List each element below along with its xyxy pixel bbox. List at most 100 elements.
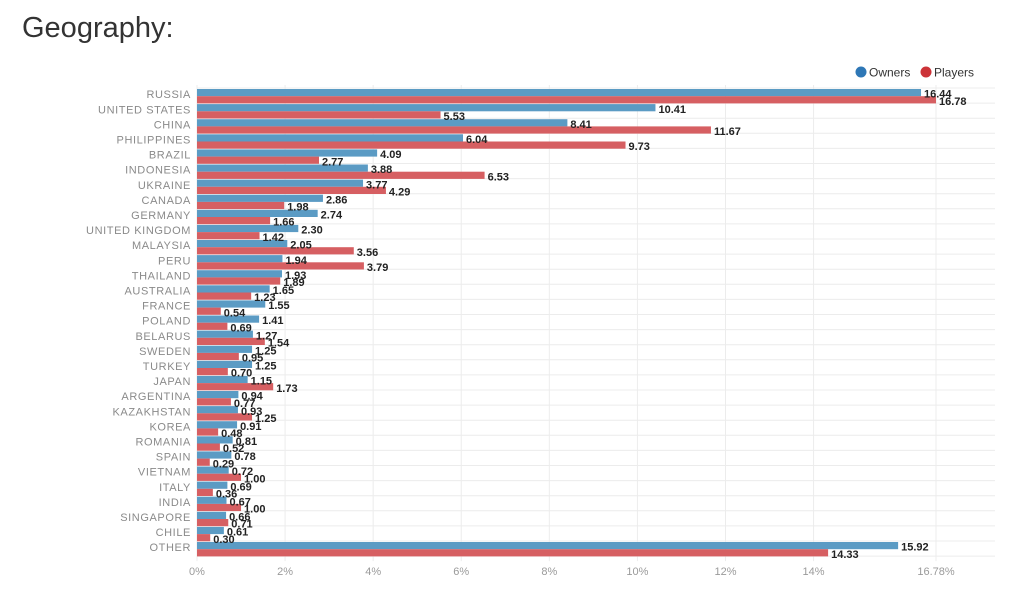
players-bar[interactable] (197, 337, 265, 345)
owners-bar[interactable] (197, 270, 282, 278)
owners-bar[interactable] (197, 255, 283, 263)
players-bar[interactable] (197, 156, 319, 164)
owners-bar[interactable] (197, 330, 253, 338)
owners-value-label: 2.86 (326, 194, 347, 206)
players-bar[interactable] (197, 549, 829, 557)
owners-bar[interactable] (197, 391, 239, 399)
owners-bar[interactable] (197, 526, 224, 535)
owners-bar[interactable] (197, 134, 464, 142)
owners-bar[interactable] (197, 511, 227, 519)
owners-value-label: 1.55 (268, 300, 289, 312)
players-bar[interactable] (197, 443, 220, 451)
category-label: AUSTRALIA (124, 286, 191, 298)
owners-bar[interactable] (197, 194, 323, 202)
owners-bar[interactable] (197, 375, 248, 384)
players-bar[interactable] (197, 171, 485, 179)
players-bar[interactable] (197, 428, 219, 436)
players-value-label: 0.54 (224, 307, 246, 319)
players-bar[interactable] (197, 368, 228, 376)
owners-bar[interactable] (197, 406, 238, 414)
category-label: FRANCE (142, 301, 191, 313)
owners-bar[interactable] (197, 436, 233, 444)
players-bar[interactable] (197, 111, 441, 119)
players-bar[interactable] (197, 247, 354, 255)
owners-bar[interactable] (197, 360, 253, 368)
players-bar[interactable] (197, 217, 271, 225)
players-value-label: 5.53 (444, 111, 465, 123)
category-label: ROMANIA (135, 437, 191, 449)
players-bar[interactable] (197, 126, 711, 134)
x-tick-label: 12% (714, 566, 736, 578)
players-bar[interactable] (197, 201, 285, 210)
legend-owners-label[interactable]: Owners (869, 66, 910, 80)
owners-bar[interactable] (197, 164, 368, 172)
players-bar[interactable] (197, 398, 231, 406)
owners-bar[interactable] (197, 451, 232, 459)
x-tick-label: 8% (541, 566, 557, 578)
owners-bar[interactable] (197, 421, 238, 429)
category-label: VIETNAM (138, 467, 191, 479)
category-label: ARGENTINA (121, 391, 191, 403)
players-bar[interactable] (197, 262, 364, 270)
players-bar[interactable] (197, 503, 242, 512)
owners-value-label: 8.41 (570, 119, 591, 131)
players-bar[interactable] (197, 534, 211, 542)
owners-bar[interactable] (197, 315, 260, 323)
owners-value-label: 2.05 (290, 240, 311, 252)
category-label: SWEDEN (139, 346, 191, 358)
owners-value-label: 6.04 (466, 134, 488, 146)
players-value-label: 0.71 (231, 519, 252, 531)
owners-bar[interactable] (197, 481, 228, 489)
owners-bar[interactable] (197, 300, 266, 308)
category-label: UNITED STATES (98, 104, 191, 116)
players-bar[interactable] (197, 292, 252, 300)
players-bar[interactable] (197, 277, 281, 285)
legend-owners-marker[interactable] (855, 66, 867, 78)
players-bar[interactable] (197, 96, 936, 104)
owners-bar[interactable] (197, 104, 656, 112)
owners-value-label: 16.44 (924, 89, 952, 101)
players-bar[interactable] (197, 458, 210, 466)
owners-value-label: 3.88 (371, 164, 392, 176)
owners-bar[interactable] (197, 119, 568, 127)
owners-bar[interactable] (197, 542, 899, 550)
players-bar[interactable] (197, 488, 213, 496)
owners-bar[interactable] (197, 179, 364, 187)
legend-players-label[interactable]: Players (934, 66, 974, 80)
players-bar[interactable] (197, 352, 239, 361)
players-bar[interactable] (197, 232, 260, 240)
owners-value-label: 1.41 (262, 315, 283, 327)
owners-bar[interactable] (197, 466, 229, 474)
owners-bar[interactable] (197, 285, 270, 293)
owners-bar[interactable] (197, 149, 378, 157)
players-bar[interactable] (197, 186, 386, 194)
players-value-label: 0.48 (221, 428, 242, 440)
owners-bar[interactable] (197, 345, 253, 353)
players-value-label: 0.69 (230, 322, 251, 334)
owners-value-label: 0.78 (234, 451, 255, 463)
players-bar[interactable] (197, 519, 229, 527)
players-value-label: 1.25 (255, 413, 276, 425)
owners-bar[interactable] (197, 224, 299, 233)
category-label: POLAND (142, 316, 191, 328)
category-label: KAZAKHSTAN (112, 406, 191, 418)
owners-bar[interactable] (197, 496, 227, 504)
owners-value-label: 1.94 (285, 255, 307, 267)
players-value-label: 0.36 (216, 489, 237, 501)
category-label: ITALY (159, 482, 191, 494)
players-bar[interactable] (197, 322, 228, 330)
players-bar[interactable] (197, 473, 242, 481)
players-value-label: 1.54 (268, 338, 290, 350)
owners-bar[interactable] (197, 89, 922, 97)
players-bar[interactable] (197, 141, 626, 149)
players-bar[interactable] (197, 413, 253, 421)
owners-bar[interactable] (197, 209, 318, 217)
legend-players-marker[interactable] (920, 66, 932, 78)
legend[interactable]: Owners Players (855, 66, 975, 80)
players-bar[interactable] (197, 307, 221, 315)
owners-bar[interactable] (197, 240, 288, 248)
category-label: SPAIN (156, 452, 191, 464)
players-bar[interactable] (197, 383, 274, 391)
